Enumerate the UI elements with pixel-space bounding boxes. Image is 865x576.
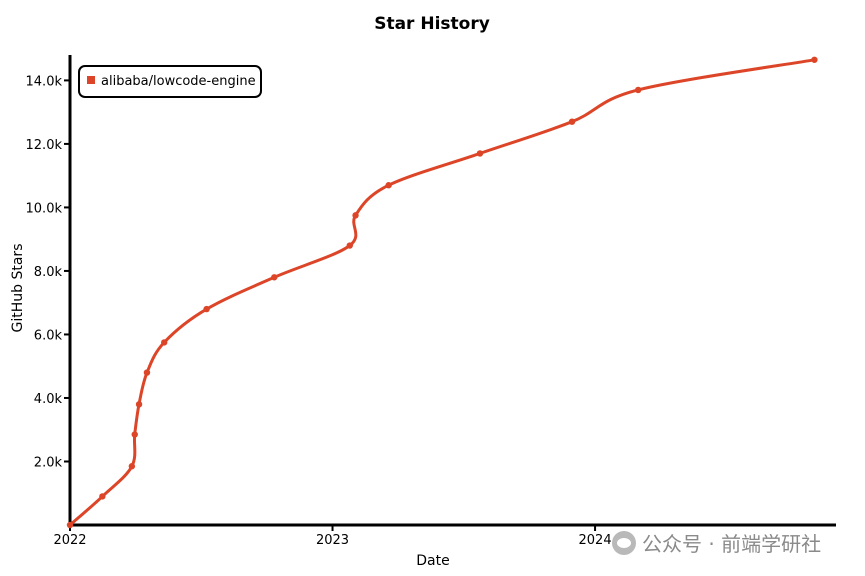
data-point[interactable] (99, 493, 106, 500)
data-point[interactable] (161, 339, 168, 346)
data-point[interactable] (568, 118, 576, 125)
data-point[interactable] (811, 56, 818, 63)
x-tick-label: 2023 (316, 533, 349, 548)
y-axis-ticks: 2.0k 4.0k 6.0k 8.0k 10.0k 12.0k 14.0k (26, 74, 70, 470)
data-point[interactable] (203, 305, 210, 313)
x-axis-label: Date (416, 553, 449, 569)
data-point[interactable] (346, 242, 353, 249)
data-point[interactable] (271, 274, 278, 281)
series-group (66, 56, 818, 529)
y-axis-label: GitHub Stars (10, 244, 26, 333)
data-point[interactable] (66, 521, 74, 529)
x-axis-ticks: 2022 2023 2024 (53, 525, 612, 548)
y-tick-label: 6.0k (34, 328, 63, 343)
watermark-text: 公众号 · 前端学研社 (642, 532, 822, 556)
chart-title: Star History (374, 14, 490, 34)
y-tick-label: 2.0k (34, 455, 63, 470)
y-tick-label: 14.0k (26, 74, 63, 89)
wechat-icon (612, 530, 636, 555)
x-tick-label: 2024 (579, 533, 612, 548)
y-tick-label: 4.0k (34, 392, 63, 407)
data-point[interactable] (128, 463, 136, 470)
data-point[interactable] (135, 401, 143, 408)
x-tick-label: 2022 (53, 533, 86, 548)
legend-swatch (87, 76, 95, 84)
data-point[interactable] (476, 150, 484, 157)
legend-box (78, 65, 262, 98)
y-tick-label: 10.0k (26, 201, 63, 216)
data-point[interactable] (131, 431, 138, 438)
y-tick-label: 12.0k (26, 138, 63, 153)
data-point[interactable] (143, 369, 151, 376)
y-tick-label: 8.0k (34, 265, 63, 280)
legend-label: alibaba/lowcode-engine (101, 74, 256, 89)
data-point[interactable] (635, 86, 642, 94)
watermark: 公众号 · 前端学研社 (612, 528, 821, 557)
series-line (68, 58, 816, 527)
data-point[interactable] (352, 212, 359, 219)
data-point[interactable] (385, 182, 392, 189)
legend[interactable]: alibaba/lowcode-engine (78, 65, 262, 98)
